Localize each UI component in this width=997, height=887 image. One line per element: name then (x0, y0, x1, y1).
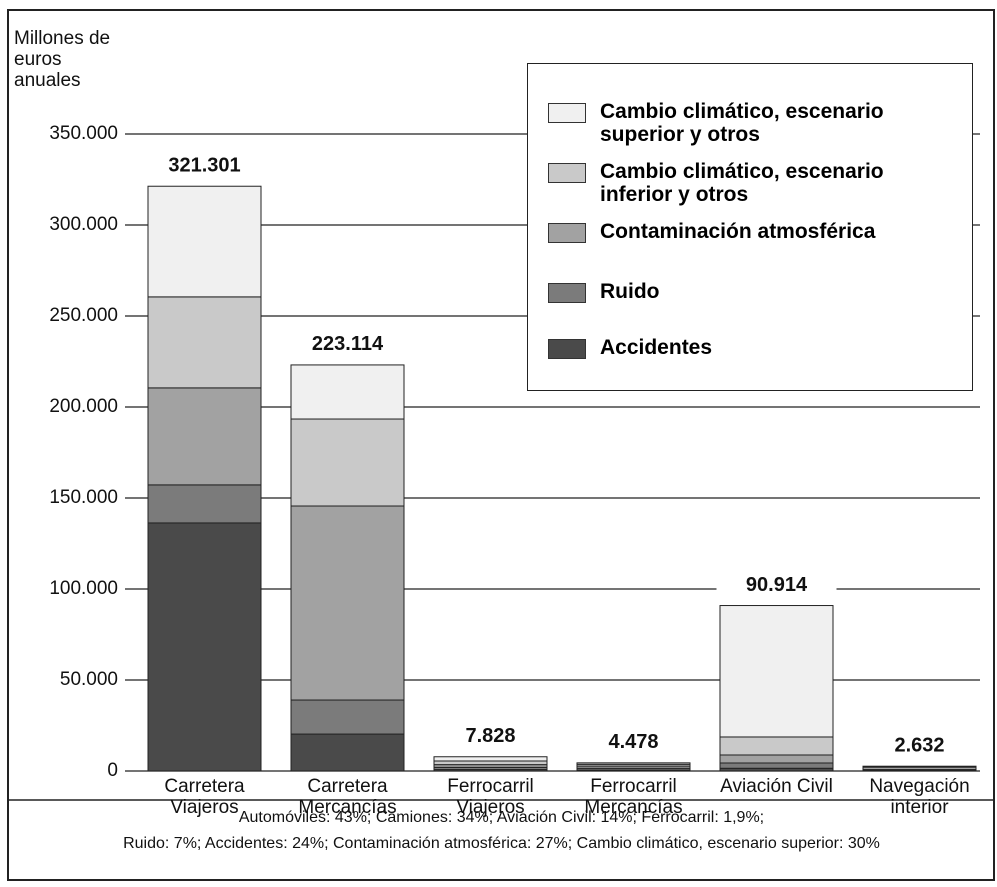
label-background (859, 733, 980, 760)
legend-item: Cambio climático, escenario superior y o… (548, 100, 930, 146)
total-label: 7.828 (465, 725, 515, 747)
legend-swatch (548, 163, 586, 183)
bar-segment (147, 484, 262, 524)
legend-swatch (548, 223, 586, 243)
label-background (144, 153, 265, 180)
label-background (716, 572, 837, 599)
legend-swatch (548, 103, 586, 123)
x-tick-label: Ferrocarril Mercancías (584, 776, 683, 818)
legend-label: Ruido (600, 280, 660, 303)
label-background (430, 723, 551, 750)
bar-segment (290, 364, 405, 420)
x-tick-label: Aviación Civil (720, 776, 833, 797)
bar-segment (719, 762, 834, 769)
bar-segment (719, 605, 834, 738)
bar-segment (290, 505, 405, 701)
total-label: 2.632 (894, 734, 944, 756)
legend-item: Ruido (548, 280, 930, 303)
bar-segment (147, 387, 262, 486)
y-tick-label: 350.000 (49, 123, 118, 144)
bar-segment (576, 762, 691, 765)
legend-label: Cambio climático, escenario superior y o… (600, 100, 884, 146)
legend-label: Accidentes (600, 336, 713, 359)
bar-segment (290, 733, 405, 772)
frame (7, 9, 995, 881)
bar-segment (290, 418, 405, 507)
legend-item: Contaminación atmosférica (548, 220, 930, 243)
bar-segment (433, 756, 548, 762)
x-tick-label: Ferrocarril Viajeros (447, 776, 534, 818)
legend-item: Accidentes (548, 336, 930, 359)
bar-segment (147, 185, 262, 298)
y-tick-label: 200.000 (49, 396, 118, 417)
y-tick-label: 50.000 (60, 669, 118, 690)
total-label: 4.478 (608, 731, 658, 753)
y-tick-label: 100.000 (49, 578, 118, 599)
legend: Cambio climático, escenario superior y o… (527, 63, 973, 391)
label-background (287, 331, 408, 358)
x-tick-label: Carretera Viajeros (164, 776, 245, 818)
y-axis-label: Millones de euros anuales (14, 28, 111, 91)
legend-swatch (548, 283, 586, 303)
x-tick-label: Navegación interior (869, 776, 970, 818)
y-tick-label: 300.000 (49, 214, 118, 235)
note: Automóviles: 43%; Camiones: 34%; Aviació… (238, 809, 765, 826)
bar-segment (433, 760, 548, 766)
bar-segment (719, 754, 834, 764)
bar-segment (147, 296, 262, 389)
bar-segment (719, 736, 834, 756)
legend-label: Cambio climático, escenario inferior y o… (600, 160, 884, 206)
y-tick-label: 150.000 (49, 487, 118, 508)
y-tick-label: 250.000 (49, 305, 118, 326)
legend-swatch (548, 339, 586, 359)
legend-item: Cambio climático, escenario inferior y o… (548, 160, 930, 206)
total-label: 321.301 (168, 155, 240, 177)
note: Ruido: 7%; Accidentes: 24%; Contaminació… (123, 835, 880, 852)
x-tick-label: Carretera Mercancías (298, 776, 397, 818)
bar-segment (290, 699, 405, 735)
total-label: 90.914 (746, 574, 808, 596)
y-tick-label: 0 (107, 760, 118, 781)
total-label: 223.114 (312, 333, 384, 355)
legend-label: Contaminación atmosférica (600, 220, 876, 243)
label-background (573, 729, 694, 756)
bar-segment (147, 522, 262, 772)
